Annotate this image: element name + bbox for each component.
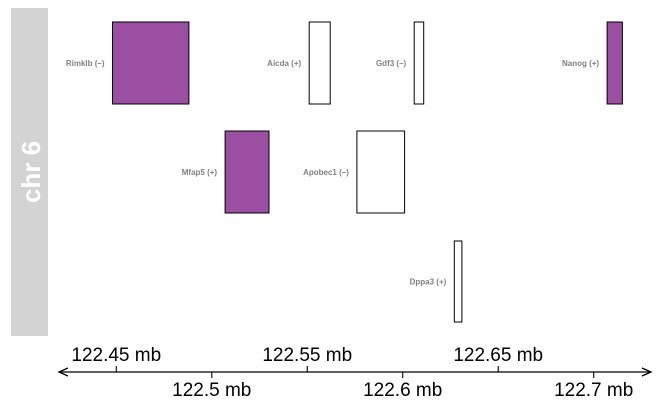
tick-label-bottom: 122.5 mb <box>172 380 251 400</box>
tick-label-top: 122.65 mb <box>453 345 543 366</box>
gene-label-mfap5: Mfap5 (+) <box>182 168 218 177</box>
gene-label-apobec1: Apobec1 (–) <box>303 168 349 177</box>
gene-box-apobec1 <box>356 130 406 214</box>
chromosome-label: chr 6 <box>16 141 46 203</box>
tick-label-bottom: 122.6 mb <box>363 380 442 400</box>
gene-box-aicda <box>308 21 331 105</box>
gene-box-gdf3 <box>413 21 425 105</box>
gene-box-nanog <box>606 21 623 105</box>
axis-arrow-right <box>641 367 653 377</box>
tick-label-bottom: 122.7 mb <box>554 380 633 400</box>
chromosome-panel <box>11 8 48 336</box>
gene-label-aicda: Aicda (+) <box>267 59 301 68</box>
gene-layer: Rimklb (–) Aicda (+) Gdf3 (–) Nanog (+) Mfap… <box>66 21 623 323</box>
gene-label-dppa3: Dppa3 (+) <box>410 278 447 287</box>
gene-box-rimklb <box>112 21 190 105</box>
gene-label-gdf3: Gdf3 (–) <box>376 59 407 68</box>
gene-box-mfap5 <box>224 130 270 214</box>
tick-label-top: 122.55 mb <box>262 345 352 366</box>
gene-box-dppa3 <box>453 240 463 323</box>
genome-axis: 122.45 mb 122.55 mb 122.65 mb 122.5 mb 122.6… <box>57 345 653 400</box>
gene-label-rimklb: Rimklb (–) <box>66 59 105 68</box>
gene-label-nanog: Nanog (+) <box>562 59 599 68</box>
axis-arrow-left <box>57 367 69 377</box>
tick-label-top: 122.45 mb <box>71 345 161 366</box>
